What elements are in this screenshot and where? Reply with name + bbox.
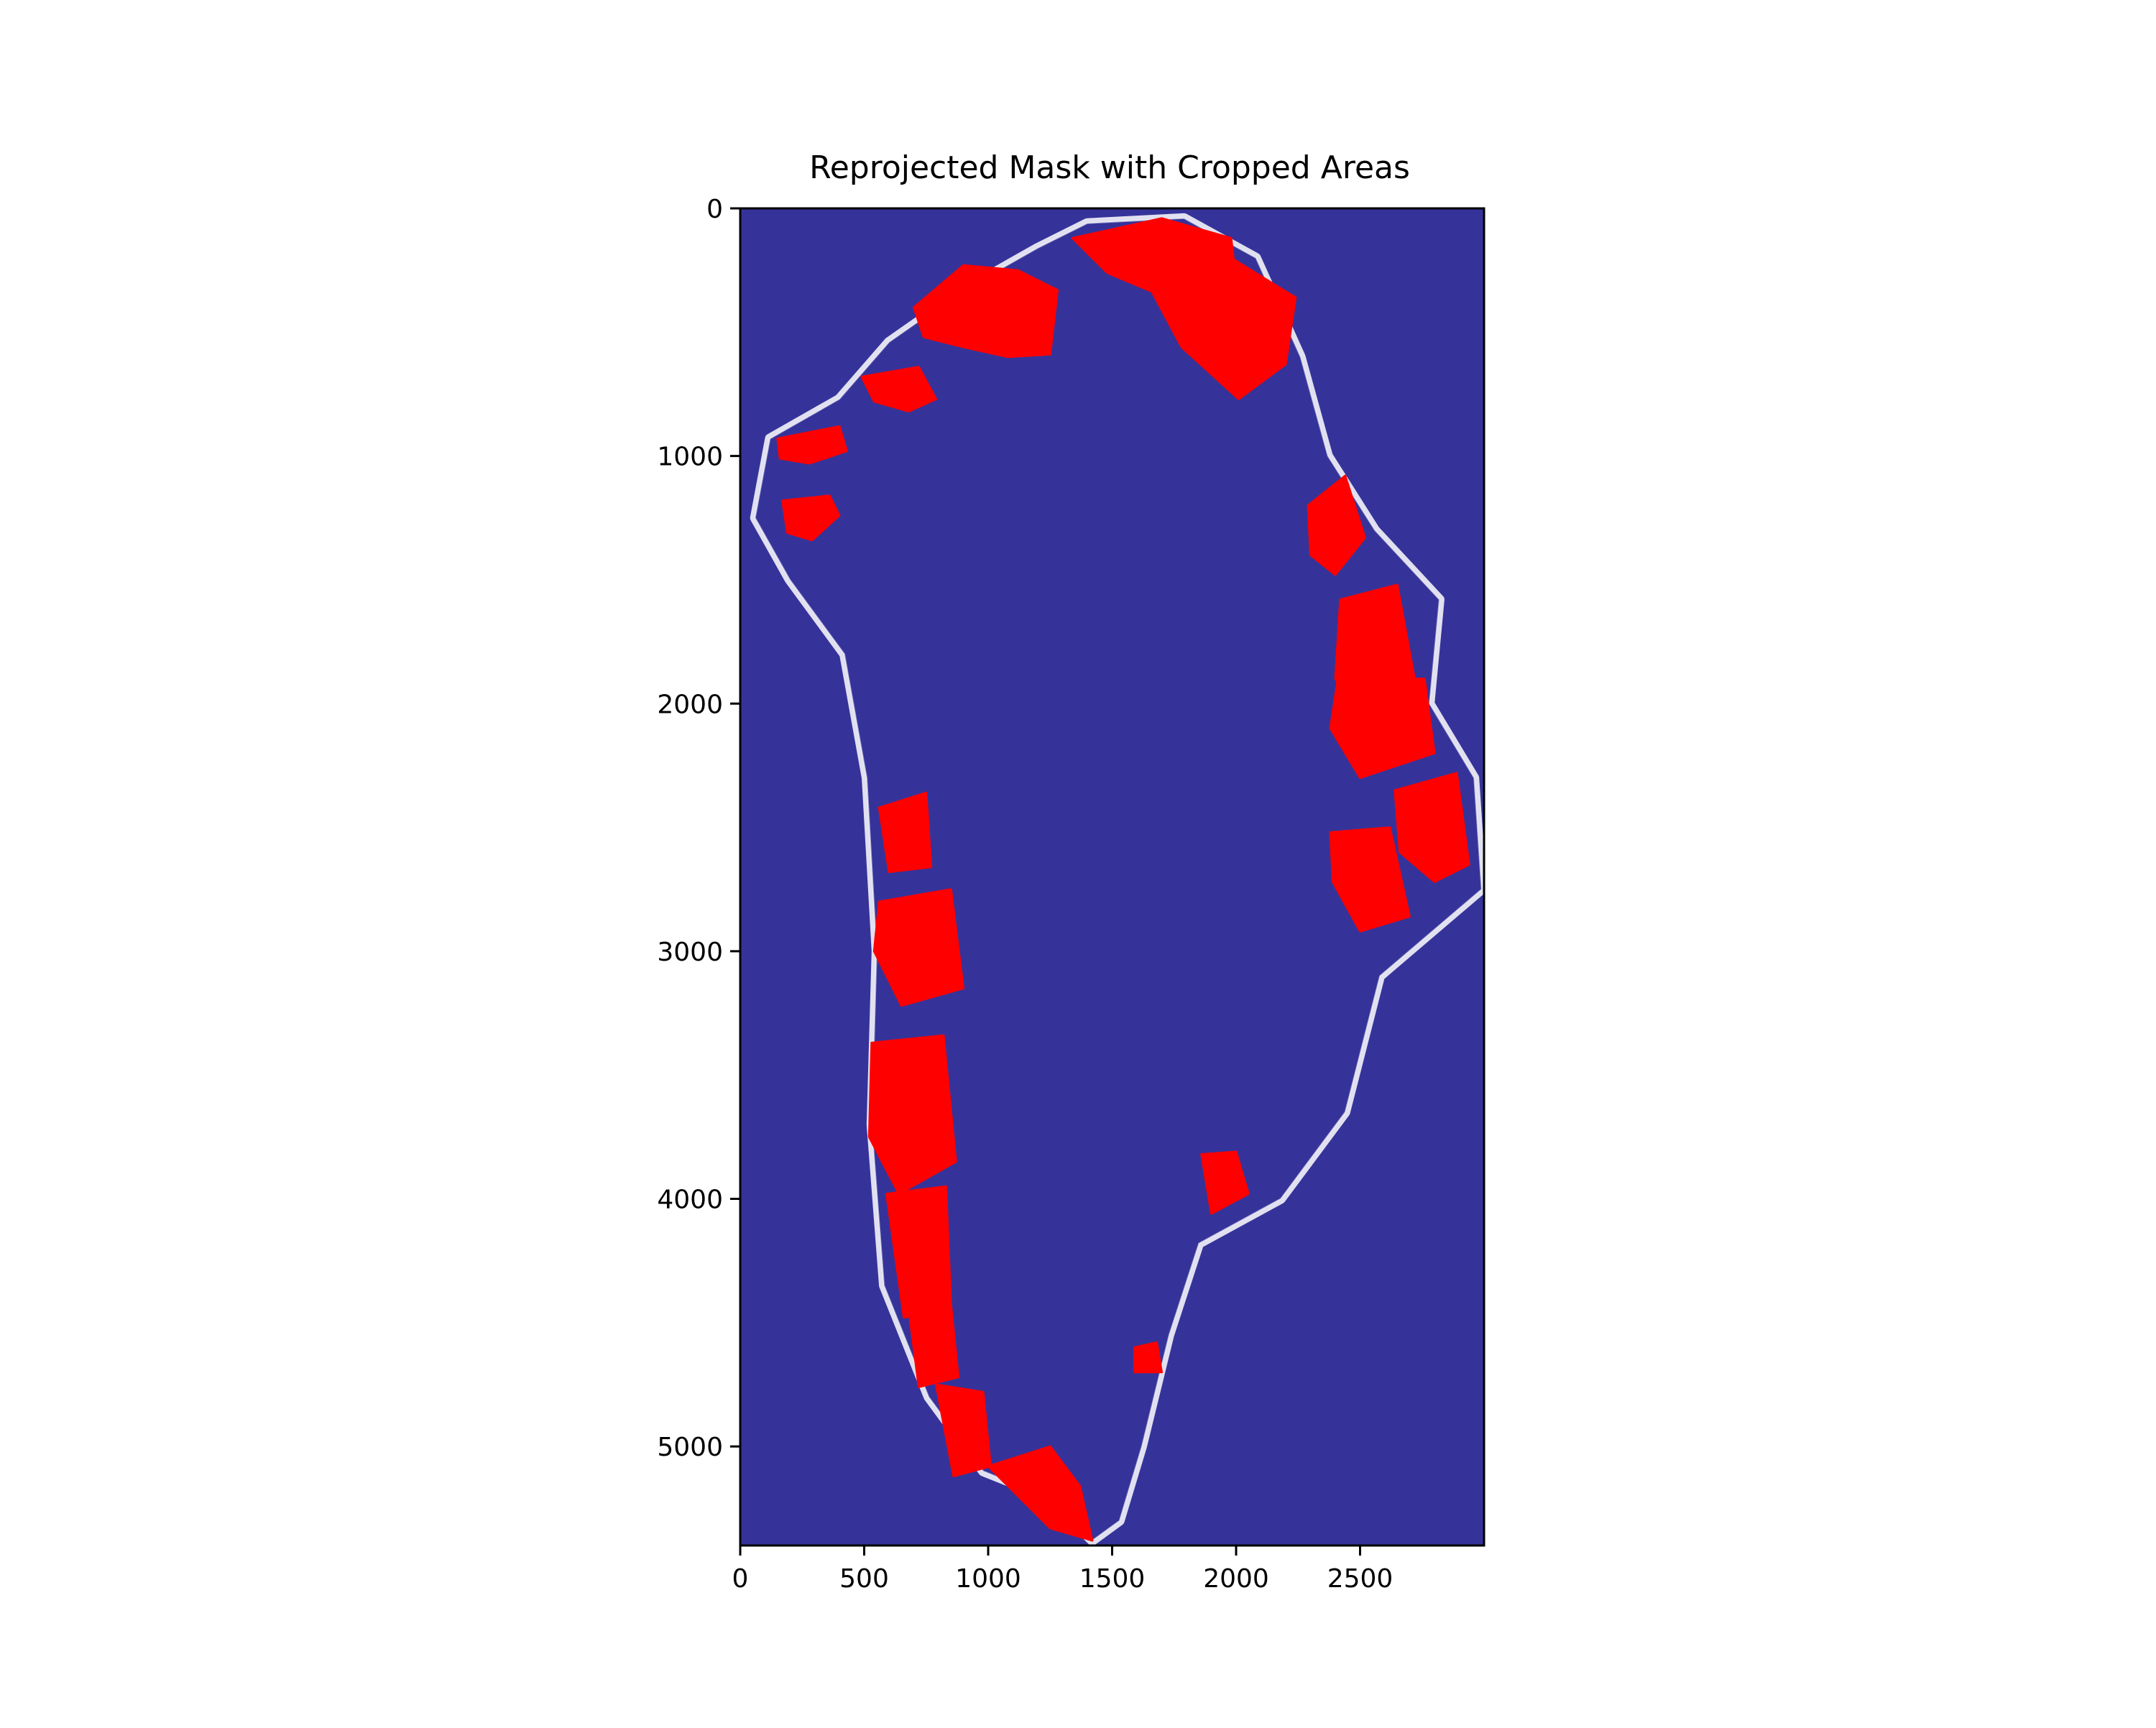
cropped-area-14 [867,1034,957,1196]
cropped-area-12 [877,791,933,874]
y-tick-label: 0 [706,195,723,224]
cropped-area-6 [781,494,841,542]
y-tick-label: 5000 [657,1433,723,1462]
x-tick-label: 0 [732,1564,749,1594]
cropped-area-5 [776,425,848,465]
cropped-area-16 [908,1304,960,1388]
cropped-area-18 [987,1445,1094,1542]
cropped-area-20 [1133,1341,1163,1374]
y-axis: 0 1000 2000 3000 4000 5000 [657,195,740,1462]
y-tick-label: 1000 [657,443,723,472]
cropped-area-13 [872,888,964,1007]
x-tick-label: 1500 [1079,1564,1146,1594]
cropped-area-19 [1200,1150,1250,1215]
chart-title: Reprojected Mask with Cropped Areas [809,149,1410,186]
y-tick-label: 4000 [657,1186,723,1215]
cropped-area-9 [1329,678,1436,780]
y-tick-label: 3000 [657,938,723,967]
plot-area [739,207,1487,1547]
cropped-area-10 [1393,772,1470,883]
cropped-area-4 [860,366,937,413]
cropped-area-1 [913,264,1059,359]
x-tick-label: 1000 [955,1564,1021,1594]
y-tick-label: 2000 [657,690,723,719]
x-axis: 0 500 1000 1500 2000 2500 [732,1546,1393,1594]
x-tick-label: 2500 [1327,1564,1393,1594]
cropped-area-7 [1307,474,1366,576]
cropped-areas-layer [776,217,1470,1542]
x-tick-label: 2000 [1203,1564,1269,1594]
cropped-area-3 [1141,257,1297,400]
cropped-area-11 [1329,826,1411,933]
x-tick-label: 500 [839,1564,889,1594]
